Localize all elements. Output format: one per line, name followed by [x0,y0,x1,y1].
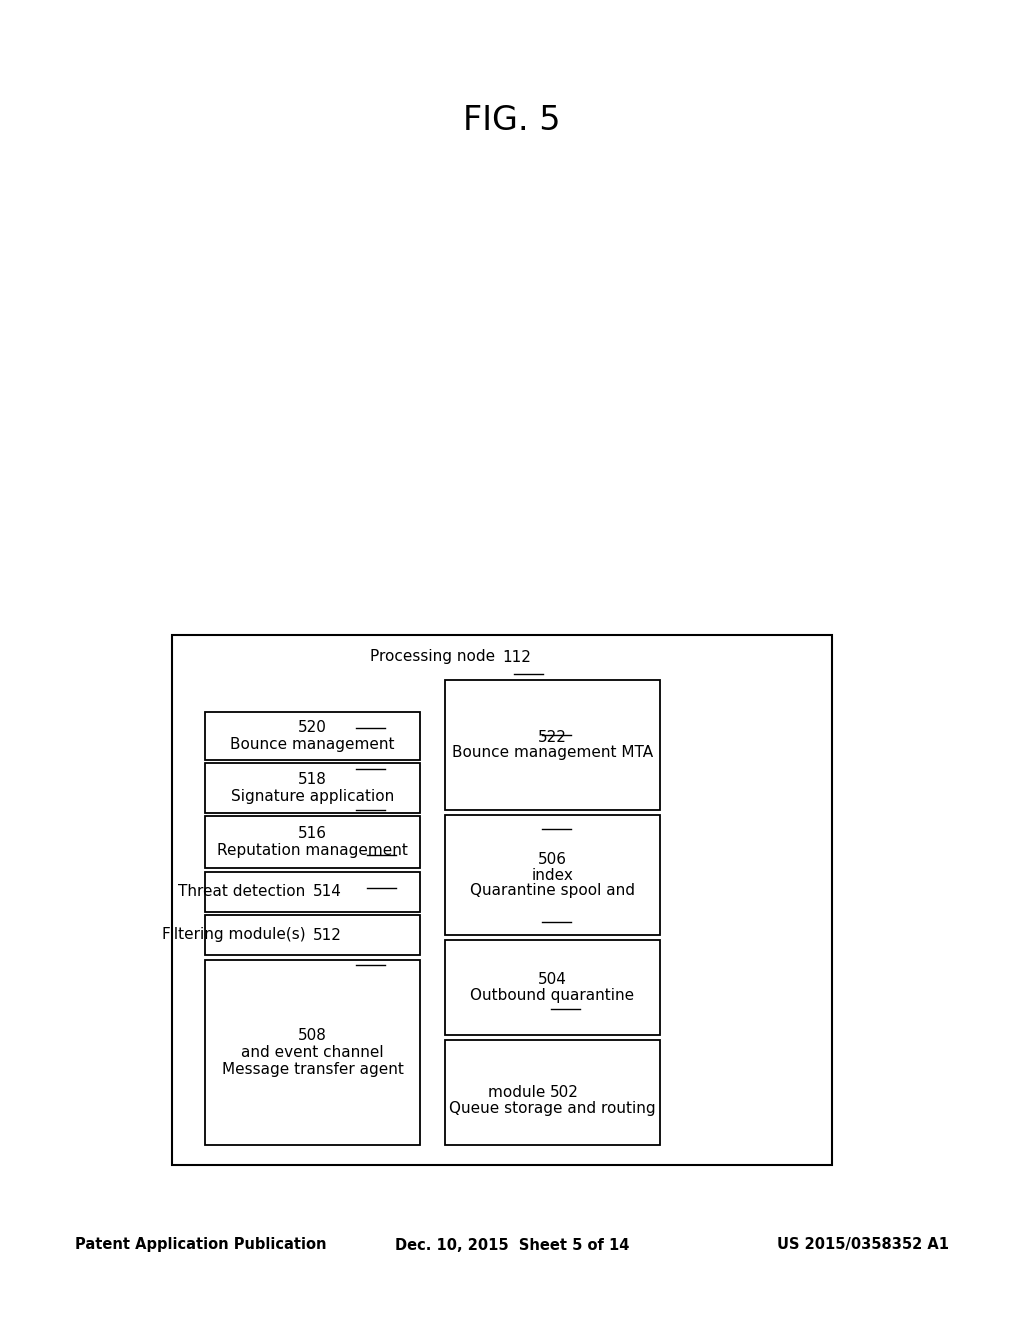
Text: Reputation management: Reputation management [217,842,408,858]
Text: 514: 514 [313,884,342,899]
Text: 522: 522 [538,730,567,744]
Bar [205,711,420,760]
Text: Patent Application Publication: Patent Application Publication [75,1238,327,1253]
Text: and event channel: and event channel [242,1045,384,1060]
Bar [205,873,420,912]
Bar [445,940,660,1035]
Text: Signature application: Signature application [230,788,394,804]
Text: Dec. 10, 2015  Sheet 5 of 14: Dec. 10, 2015 Sheet 5 of 14 [395,1238,629,1253]
Text: Bounce management MTA: Bounce management MTA [452,746,653,760]
Text: 516: 516 [298,826,327,842]
Text: 506: 506 [538,851,567,866]
Text: 502: 502 [550,1085,579,1100]
Text: Filtering module(s): Filtering module(s) [162,928,310,942]
Text: US 2015/0358352 A1: US 2015/0358352 A1 [777,1238,949,1253]
Text: Bounce management: Bounce management [230,737,394,751]
Text: Quarantine spool and: Quarantine spool and [470,883,635,899]
Bar [172,635,831,1166]
Text: Message transfer agent: Message transfer agent [221,1063,403,1077]
Text: index: index [531,867,573,883]
Text: 512: 512 [313,928,342,942]
Bar [205,960,420,1144]
Text: Queue storage and routing: Queue storage and routing [450,1101,655,1115]
Text: FIG. 5: FIG. 5 [463,103,561,136]
Bar [445,680,660,810]
Text: module: module [488,1085,551,1100]
Text: Outbound quarantine: Outbound quarantine [470,987,635,1003]
Text: 508: 508 [298,1028,327,1043]
Text: 504: 504 [538,972,567,987]
Text: Processing node: Processing node [370,649,500,664]
Text: 112: 112 [503,649,531,664]
Text: 518: 518 [298,772,327,788]
Text: 520: 520 [298,721,327,735]
Text: Threat detection: Threat detection [178,884,310,899]
Bar [445,814,660,935]
Bar [445,1040,660,1144]
Bar [205,915,420,954]
Bar [205,816,420,869]
Bar [205,763,420,813]
